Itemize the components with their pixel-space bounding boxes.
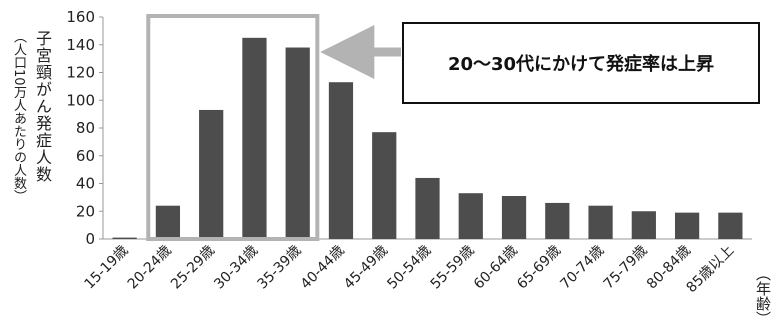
bar-35-39歳	[285, 47, 310, 240]
x-axis-unit-label: （年齢）	[754, 266, 772, 326]
y-axis-sublabel: （人口10万人あたりの人数）	[11, 30, 26, 203]
x-tick-label: 65-69歳	[514, 243, 564, 293]
y-tick-label: 160	[66, 8, 95, 26]
y-tick-label: 60	[76, 147, 95, 165]
x-tick-label: 35-39歳	[255, 243, 305, 293]
bar-20-24歳	[155, 205, 181, 239]
bar-80-84歳	[674, 212, 700, 239]
bar-40-44歳	[328, 82, 354, 240]
bar-75-79歳	[631, 211, 656, 239]
bar-65-69歳	[545, 202, 570, 239]
bar-45-49歳	[372, 132, 397, 239]
x-tick-label: 30-34歳	[211, 243, 261, 293]
bar-85歳以上	[718, 212, 743, 239]
highlight-box	[146, 14, 320, 241]
bar-60-64歳	[501, 195, 527, 239]
x-tick-label: 55-59歳	[428, 243, 478, 293]
highlight-layer	[146, 14, 401, 241]
x-tick-label: 70-74歳	[557, 243, 607, 293]
bars	[112, 37, 743, 240]
x-tick-label: 15-19歳	[81, 243, 131, 293]
x-tick-label: 60-64歳	[471, 243, 521, 293]
x-tick-label: 20-24歳	[125, 243, 175, 293]
y-axis-label: 子宮頸がん発症人数	[33, 30, 52, 183]
x-tick-label: 75-79歳	[601, 243, 651, 293]
x-tick-label: 45-49歳	[341, 243, 391, 293]
bar-70-74歳	[588, 205, 613, 239]
bar-25-29歳	[199, 109, 224, 240]
y-tick-label: 20	[76, 202, 95, 220]
bar-15-19歳	[112, 237, 137, 239]
x-tick-label: 40-44歳	[298, 243, 348, 293]
y-tick-label: 100	[66, 91, 95, 109]
bar-30-34歳	[242, 37, 267, 239]
y-tick-label: 140	[66, 36, 95, 54]
y-tick-label: 120	[66, 64, 95, 82]
bar-50-54歳	[415, 177, 440, 239]
y-tick-label: 40	[76, 175, 95, 193]
y-tick-label: 80	[76, 119, 95, 137]
x-tick-label: 85歳以上	[684, 243, 738, 297]
annotation-box: 20～30代にかけて発症率は上昇	[402, 22, 760, 104]
x-tick-label: 50-54歳	[384, 243, 434, 293]
y-tick-label: 0	[85, 230, 95, 248]
bar-55-59歳	[458, 193, 483, 239]
x-tick-label: 25-29歳	[168, 243, 218, 293]
